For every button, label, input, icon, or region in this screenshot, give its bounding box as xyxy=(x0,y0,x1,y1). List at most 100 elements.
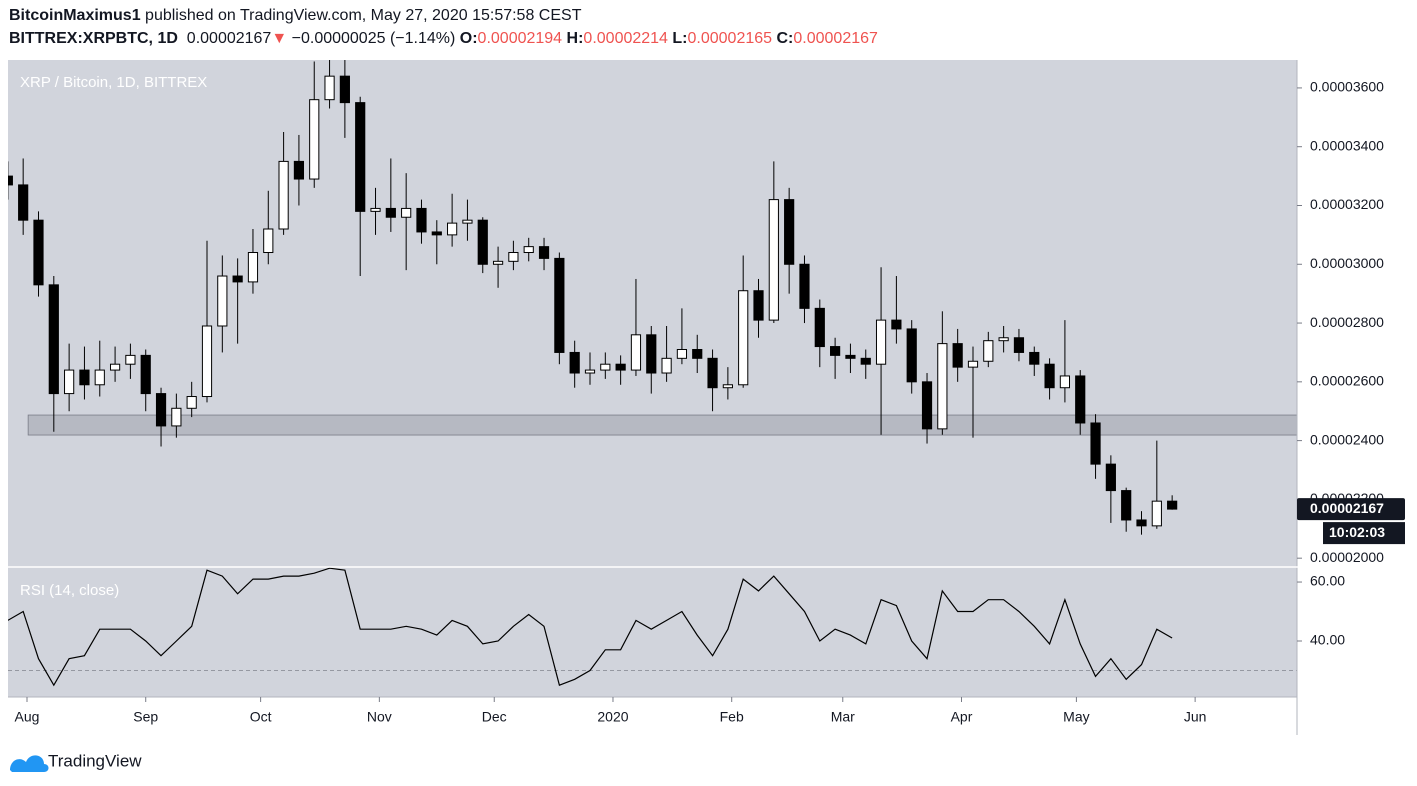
candle-body xyxy=(431,231,442,236)
candle-body xyxy=(569,351,580,374)
candle-body xyxy=(998,337,1009,342)
candle-body xyxy=(799,263,810,309)
close: 0.00002167 xyxy=(793,30,878,47)
candle-body xyxy=(232,275,243,283)
candle-body xyxy=(600,363,611,371)
candle-body xyxy=(937,343,948,430)
candle-body xyxy=(983,340,994,362)
candle-body xyxy=(355,102,366,212)
candle-body xyxy=(1059,375,1071,389)
c-label: C: xyxy=(776,30,794,47)
candle-body xyxy=(140,354,151,395)
candle-body xyxy=(952,343,963,368)
candle-body xyxy=(661,357,672,374)
low: 0.00002165 xyxy=(687,30,773,47)
rsi-line xyxy=(8,567,1173,687)
candle-body xyxy=(1167,500,1178,510)
header-line-2: BITTREX:XRPBTC, 1D 0.00002167▼ −0.000000… xyxy=(9,30,878,48)
candle-body xyxy=(186,396,197,409)
author: BitcoinMaximus1 xyxy=(9,7,141,24)
header-line-1: BitcoinMaximus1 published on TradingView… xyxy=(9,7,581,25)
candle-body xyxy=(155,393,167,427)
price-marker-label: 0.00002167 xyxy=(1310,500,1384,516)
x-tick-label: Jun xyxy=(1184,709,1207,725)
candle-body xyxy=(201,325,213,398)
logo xyxy=(10,755,49,772)
rsi-title: RSI (14, close) xyxy=(20,582,119,599)
candle-body xyxy=(1044,363,1055,389)
x-tick-label: Aug xyxy=(15,709,40,725)
support-zone xyxy=(27,414,1297,436)
candle-body xyxy=(738,290,749,386)
y-tick-label: 0.00003600 xyxy=(1310,79,1384,95)
candle-body xyxy=(523,246,534,254)
candle-body xyxy=(921,381,933,430)
candle-body xyxy=(1105,463,1116,492)
countdown-box xyxy=(1323,522,1405,545)
candle-body xyxy=(477,219,488,265)
candle-body xyxy=(584,369,596,374)
x-tick-label: Feb xyxy=(720,709,744,725)
x-tick-label: May xyxy=(1063,709,1089,725)
price-marker xyxy=(1297,498,1405,521)
rsi-pane xyxy=(8,567,1297,687)
candle-body xyxy=(263,228,274,254)
y-tick-label: 60.00 xyxy=(1310,573,1345,589)
brand: TradingView xyxy=(48,751,142,770)
candle-body xyxy=(784,199,795,265)
candle-body xyxy=(692,349,703,359)
candle-body xyxy=(891,319,902,330)
candle-body xyxy=(845,354,856,359)
candle-body xyxy=(554,257,565,353)
candle-body xyxy=(33,219,44,286)
arrow: ▼ xyxy=(271,30,288,47)
x-tick-label: Nov xyxy=(367,709,392,725)
candle-body xyxy=(339,75,350,104)
candle-body xyxy=(447,222,458,236)
candle-body xyxy=(247,252,259,283)
candle-body xyxy=(508,252,519,262)
candle-body xyxy=(676,349,688,359)
last-price: 0.00002167 xyxy=(186,30,272,47)
backgrounds xyxy=(8,60,1297,697)
candle-body xyxy=(309,99,320,180)
candle-body xyxy=(109,363,121,371)
y-tick-label: 0.00002800 xyxy=(1310,314,1384,330)
y-tick-label: 0.00002600 xyxy=(1310,373,1384,389)
pane-background xyxy=(8,60,1297,567)
candle-body xyxy=(830,346,841,356)
candle-body xyxy=(94,369,105,386)
symbol: BITTREX:XRPBTC, 1D xyxy=(9,30,178,47)
candle-body xyxy=(278,160,289,230)
candle-body xyxy=(707,357,718,389)
candle-body xyxy=(875,319,887,365)
candle-body xyxy=(217,275,228,327)
candle-body xyxy=(64,369,75,395)
candle-body xyxy=(492,260,504,265)
change: −0.00000025 (−1.14%) xyxy=(291,30,456,47)
candle-body xyxy=(1029,351,1040,365)
candle-body xyxy=(1136,519,1147,527)
published: published on TradingView.com, May 27, 20… xyxy=(145,7,582,24)
candle-body xyxy=(385,207,396,218)
candle-body xyxy=(171,407,182,427)
candle-body xyxy=(1013,337,1025,353)
x-tick-label: Apr xyxy=(951,709,973,725)
open: 0.00002194 xyxy=(477,30,563,47)
candle-body xyxy=(967,360,979,368)
candle-body xyxy=(293,160,305,180)
candle-body xyxy=(8,175,13,186)
candle-body xyxy=(753,290,764,321)
price-pane xyxy=(8,60,1297,535)
candle-body xyxy=(768,199,779,321)
candle-body xyxy=(646,334,657,374)
y-tick-label: 0.00003200 xyxy=(1310,196,1384,212)
candle-body xyxy=(401,207,412,218)
pane-background xyxy=(8,567,1297,697)
high: 0.00002214 xyxy=(583,30,668,47)
candle-body xyxy=(324,75,335,101)
candle-body xyxy=(462,219,473,224)
y-tick-label: 0.00002000 xyxy=(1310,549,1384,565)
